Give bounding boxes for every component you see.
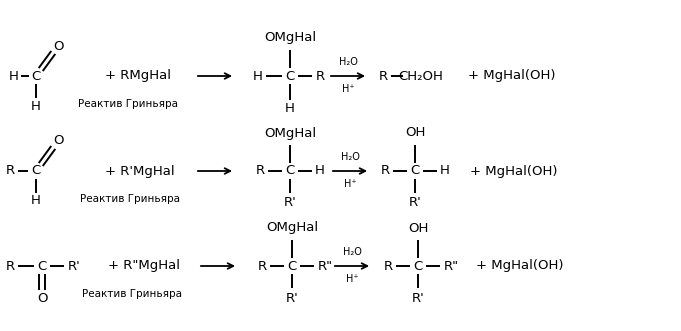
Text: R: R [381, 165, 390, 177]
Text: R: R [5, 260, 14, 272]
Text: R": R" [317, 260, 332, 272]
Text: + MgHal(OH): + MgHal(OH) [468, 70, 556, 82]
Text: C: C [411, 165, 419, 177]
Text: OMgHal: OMgHal [264, 31, 316, 44]
Text: OMgHal: OMgHal [264, 126, 316, 139]
Text: R: R [257, 260, 266, 272]
Text: H: H [253, 70, 263, 82]
Text: H₂O: H₂O [340, 152, 360, 162]
Text: H: H [440, 165, 450, 177]
Text: C: C [413, 260, 423, 272]
Text: OMgHal: OMgHal [266, 221, 318, 234]
Text: Реактив Гриньяра: Реактив Гриньяра [80, 194, 180, 204]
Text: + R'MgHal: + R'MgHal [105, 165, 174, 177]
Text: CH₂OH: CH₂OH [398, 70, 443, 82]
Text: + MgHal(OH): + MgHal(OH) [470, 165, 558, 177]
Text: C: C [31, 70, 41, 82]
Text: Реактив Гриньяра: Реактив Гриньяра [82, 289, 182, 299]
Text: + R"MgHal: + R"MgHal [108, 260, 180, 272]
Text: H⁺: H⁺ [346, 274, 358, 284]
Text: H₂O: H₂O [338, 57, 358, 67]
Text: + RMgHal: + RMgHal [105, 70, 171, 82]
Text: R: R [379, 70, 387, 82]
Text: OH: OH [408, 221, 428, 234]
Text: OH: OH [405, 126, 425, 139]
Text: R: R [315, 70, 325, 82]
Text: H⁺: H⁺ [342, 84, 354, 94]
Text: H: H [285, 102, 295, 115]
Text: R': R' [283, 197, 296, 210]
Text: R': R' [67, 260, 80, 272]
Text: R: R [255, 165, 264, 177]
Text: R: R [383, 260, 392, 272]
Text: C: C [285, 165, 295, 177]
Text: O: O [52, 39, 63, 53]
Text: O: O [37, 292, 47, 305]
Text: H: H [315, 165, 325, 177]
Text: Реактив Гриньяра: Реактив Гриньяра [78, 99, 178, 109]
Text: C: C [287, 260, 297, 272]
Text: R': R' [411, 292, 424, 305]
Text: H₂O: H₂O [343, 247, 362, 257]
Text: R: R [5, 165, 14, 177]
Text: H⁺: H⁺ [344, 179, 356, 189]
Text: C: C [31, 165, 41, 177]
Text: H: H [31, 195, 41, 208]
Text: + MgHal(OH): + MgHal(OH) [476, 260, 563, 272]
Text: R": R" [443, 260, 458, 272]
Text: C: C [285, 70, 295, 82]
Text: H: H [31, 100, 41, 113]
Text: H: H [9, 70, 19, 82]
Text: C: C [37, 260, 46, 272]
Text: R': R' [409, 197, 422, 210]
Text: R': R' [285, 292, 298, 305]
Text: O: O [52, 134, 63, 148]
